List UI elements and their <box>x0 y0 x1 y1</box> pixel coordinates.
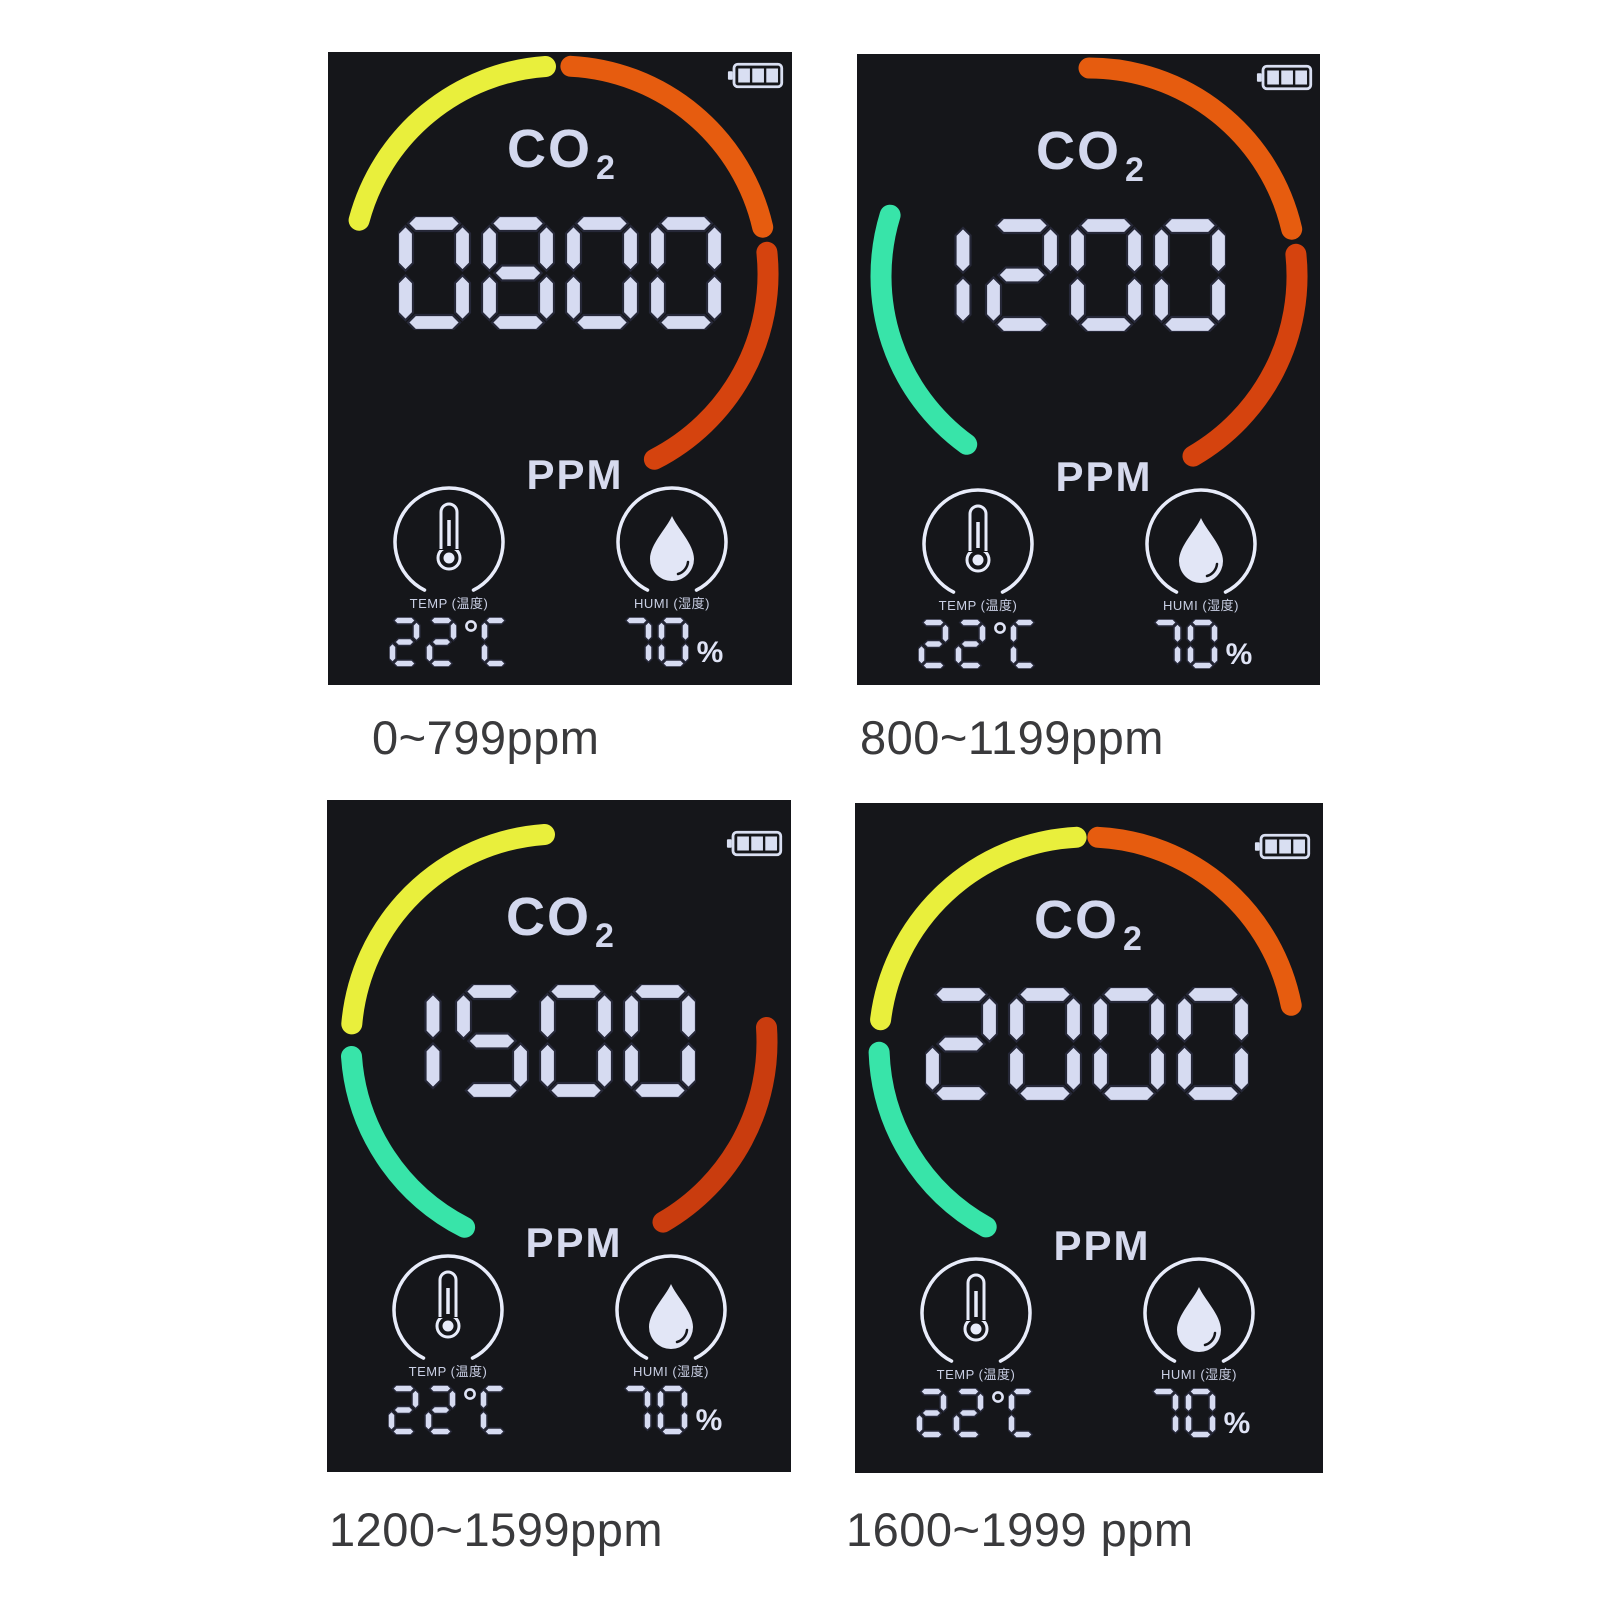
degree-symbol <box>463 1388 476 1400</box>
thermometer-icon <box>393 486 505 592</box>
seven-segment-reading <box>954 218 1226 332</box>
temperature-cluster: TEMP (温度) <box>348 1250 548 1437</box>
co2-label: CO 2 <box>855 890 1319 958</box>
degree-symbol <box>991 1391 1004 1403</box>
co2-reading-display <box>857 218 1320 332</box>
co2-text: CO <box>1036 121 1122 181</box>
battery-icon <box>727 62 785 89</box>
water-drop-icon <box>616 486 728 592</box>
water-drop-icon <box>615 1254 727 1360</box>
humidity-label: HUMI (湿度) <box>634 596 710 611</box>
co2-subscript: 2 <box>1125 151 1146 189</box>
co2-monitor-display: CO 2 PPM TEMP (温度) <box>327 800 791 1472</box>
seven-segment-reading <box>925 987 1249 1101</box>
battery-icon <box>1254 833 1312 860</box>
range-caption: 1200~1599ppm <box>329 1503 663 1556</box>
ppm-unit-label: PPM <box>525 1219 623 1266</box>
co2-reading-display <box>327 984 791 1098</box>
celsius-letter <box>1009 619 1035 669</box>
temperature-cluster: TEMP (温度) <box>878 484 1078 671</box>
battery-icon <box>726 830 784 857</box>
water-drop-icon <box>1143 1257 1255 1363</box>
co2-label: CO 2 <box>857 121 1320 189</box>
co2-level-gauge-arc <box>348 55 779 470</box>
co2-text: CO <box>506 887 592 947</box>
celsius-letter <box>480 617 506 667</box>
humidity-cluster: HUMI (湿度) % <box>1101 484 1301 671</box>
thermometer-icon <box>922 488 1034 594</box>
co2-level-gauge-arc <box>868 826 1302 1238</box>
humidity-cluster: HUMI (湿度) % <box>571 1250 771 1437</box>
temperature-label: TEMP (温度) <box>936 1367 1016 1382</box>
degree-symbol <box>993 622 1006 634</box>
thermometer-icon <box>920 1257 1032 1363</box>
temperature-digits <box>387 1385 456 1435</box>
humidity-value: % <box>1099 1388 1299 1440</box>
seven-segment-reading <box>424 984 696 1098</box>
temperature-label: TEMP (温度) <box>408 1364 488 1379</box>
co2-monitor-display: CO 2 PPM TEMP (温度) <box>855 803 1323 1473</box>
range-caption: 1600~1999 ppm <box>846 1503 1194 1556</box>
co2-reading-display <box>328 216 792 330</box>
percent-sign: % <box>696 636 724 669</box>
temperature-label: TEMP (温度) <box>409 596 489 611</box>
percent-sign: % <box>1223 1407 1251 1440</box>
co2-level-gauge-arc <box>341 824 778 1238</box>
co2-subscript: 2 <box>596 149 617 187</box>
humidity-digits <box>1151 1388 1216 1438</box>
humidity-digits <box>623 1385 688 1435</box>
temperature-digits <box>388 617 457 667</box>
humidity-cluster: HUMI (湿度) % <box>572 482 772 669</box>
range-caption: 0~799ppm <box>372 711 600 764</box>
co2-monitor-display: CO 2 PPM TEMP (温度) <box>328 52 792 685</box>
co2-text: CO <box>507 119 593 179</box>
temperature-label: TEMP (温度) <box>938 598 1018 613</box>
display-content: CO 2 PPM TEMP (温度) <box>855 823 1319 1456</box>
temperature-value <box>876 1388 1076 1440</box>
humidity-label: HUMI (湿度) <box>1161 1367 1237 1382</box>
co2-subscript: 2 <box>595 917 616 955</box>
celsius-letter <box>1007 1388 1033 1438</box>
co2-level-gauge-arc <box>870 57 1308 467</box>
co2-reading-display <box>855 987 1319 1101</box>
temperature-value <box>878 619 1078 671</box>
humidity-value: % <box>572 617 772 669</box>
display-content: CO 2 PPM TEMP (温度) <box>328 52 792 685</box>
humidity-value: % <box>571 1385 771 1437</box>
humidity-value: % <box>1101 619 1301 671</box>
temperature-value <box>348 1385 548 1437</box>
water-drop-icon <box>1145 488 1257 594</box>
temperature-digits <box>917 619 986 669</box>
co2-monitor-display: CO 2 PPM TEMP (温度) <box>857 54 1320 685</box>
temperature-value <box>349 617 549 669</box>
display-content: CO 2 PPM TEMP (温度) <box>327 820 791 1453</box>
co2-label: CO 2 <box>328 119 792 187</box>
thermometer-icon <box>392 1254 504 1360</box>
humidity-digits <box>1153 619 1218 669</box>
humidity-label: HUMI (湿度) <box>633 1364 709 1379</box>
degree-symbol <box>464 620 477 632</box>
co2-label: CO 2 <box>327 887 791 955</box>
display-content: CO 2 PPM TEMP (温度) <box>857 54 1320 685</box>
temperature-digits <box>915 1388 984 1438</box>
range-caption: 800~1199ppm <box>860 711 1164 764</box>
temperature-cluster: TEMP (温度) <box>349 482 549 669</box>
seven-segment-reading <box>398 216 722 330</box>
celsius-letter <box>479 1385 505 1435</box>
battery-icon <box>1256 64 1314 91</box>
ppm-unit-label: PPM <box>526 451 624 498</box>
humidity-digits <box>624 617 689 667</box>
percent-sign: % <box>695 1404 723 1437</box>
co2-subscript: 2 <box>1123 920 1144 958</box>
humidity-cluster: HUMI (湿度) % <box>1099 1253 1299 1440</box>
percent-sign: % <box>1225 638 1253 671</box>
co2-text: CO <box>1034 890 1120 950</box>
temperature-cluster: TEMP (温度) <box>876 1253 1076 1440</box>
humidity-label: HUMI (湿度) <box>1163 598 1239 613</box>
ppm-unit-label: PPM <box>1053 1222 1151 1269</box>
ppm-unit-label: PPM <box>1055 453 1153 500</box>
